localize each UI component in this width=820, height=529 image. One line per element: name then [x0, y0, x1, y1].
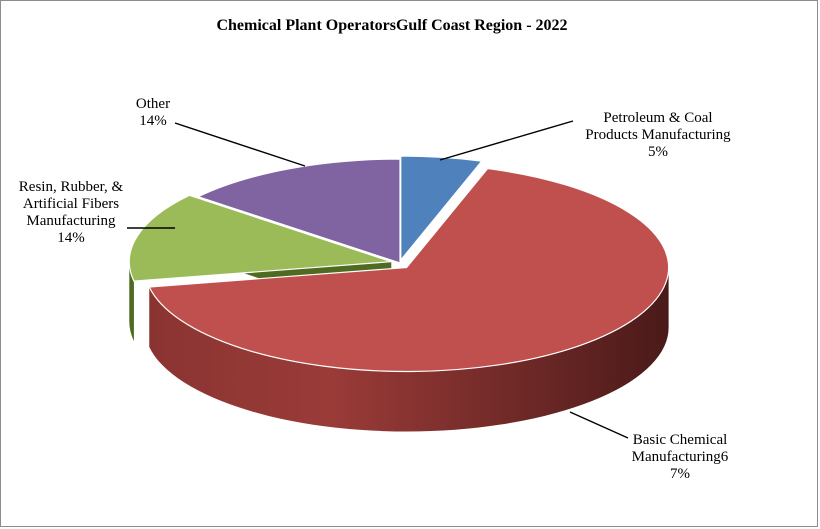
slice-label-line: Manufacturing6: [632, 449, 729, 465]
slice-label-line: Products Manufacturing: [585, 127, 731, 143]
slice-leader-line: [569, 411, 629, 439]
slice-label-line: 14%: [139, 113, 167, 129]
slice-label-line: Petroleum & Coal: [603, 110, 712, 126]
slice-label-line: Basic Chemical: [633, 432, 728, 448]
slice-leader-line: [174, 122, 306, 167]
slice-label-line: 14%: [57, 230, 85, 246]
pie-slice: [128, 194, 392, 282]
slice-label: Basic Chemical Manufacturing6 7%: [632, 432, 729, 482]
slice-label: Petroleum & Coal Products Manufacturing 5%: [585, 110, 731, 160]
slice-label: Other 14%: [136, 96, 170, 129]
slice-label-line: 7%: [670, 466, 690, 482]
pie-slice-side: [129, 261, 134, 342]
slice-label: Resin, Rubber, & Artificial Fibers Manufac…: [19, 179, 124, 246]
pie-slice: [196, 158, 401, 264]
pie-slice: [400, 155, 483, 262]
slice-label-line: Manufacturing: [26, 213, 116, 229]
slice-label-line: Resin, Rubber, &: [19, 179, 124, 195]
slice-label-line: 5%: [648, 144, 668, 160]
slice-label-line: Artificial Fibers: [23, 196, 119, 212]
pie-slice-side: [149, 267, 669, 432]
pie-slice: [148, 167, 670, 373]
slice-leader-line: [439, 120, 574, 161]
slice-label-line: Other: [136, 96, 170, 112]
chart-title: Chemical Plant OperatorsGulf Coast Regio…: [216, 17, 567, 34]
